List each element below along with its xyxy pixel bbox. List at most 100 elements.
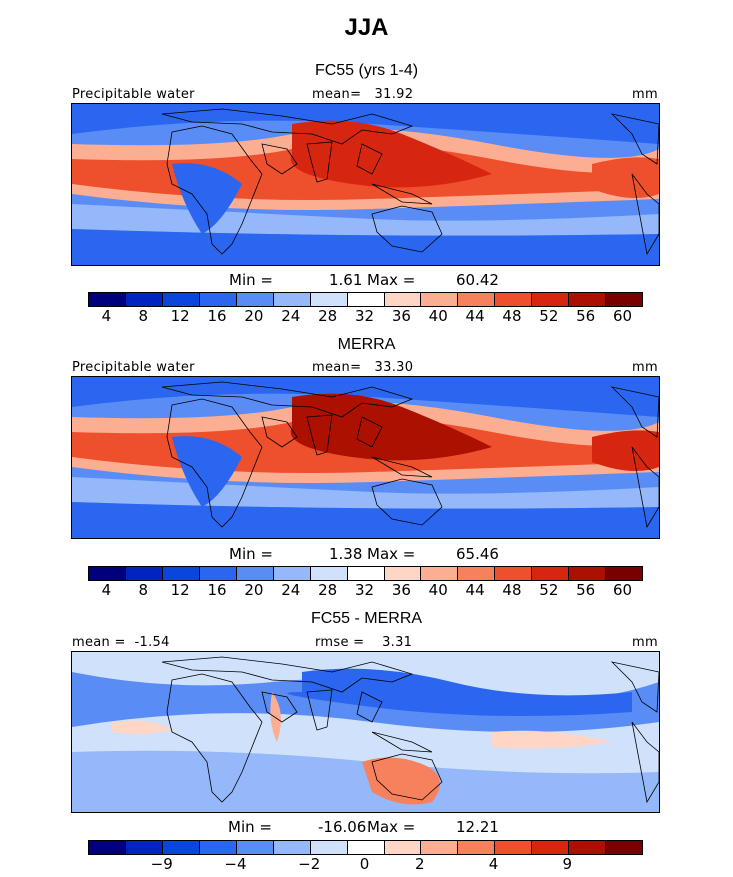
colorbar-tick-label: 32 [354, 581, 375, 599]
colorbar-tick-label: 40 [428, 307, 448, 325]
panel-1-max-value: 60.42 [456, 271, 499, 289]
colorbar-tick-label: 8 [138, 307, 149, 325]
panel-3-map [71, 651, 660, 813]
colorbar-swatch [273, 841, 311, 854]
colorbar-swatch [273, 567, 311, 580]
colorbar-swatch [199, 293, 237, 306]
colorbar-tick-label: 28 [318, 307, 338, 325]
colorbar-swatch [236, 567, 274, 580]
colorbar-swatch [310, 293, 348, 306]
colorbar-tick-label: 32 [354, 307, 375, 325]
colorbar-tick-label: 16 [207, 581, 227, 599]
colorbar-swatch [495, 567, 533, 580]
panel-3-max-label: Max = [367, 818, 416, 836]
colorbar-swatch [421, 293, 459, 306]
colorbar-swatch [495, 293, 533, 306]
colorbar-swatch [89, 293, 126, 306]
panel-2-mean-label: mean= 33.30 [312, 360, 414, 375]
colorbar-tick-label: 48 [502, 307, 522, 325]
panel-1-mean-label: mean= 31.92 [312, 87, 414, 102]
colorbar-tick-label: 8 [138, 581, 149, 599]
colorbar-swatch [421, 567, 459, 580]
panel-3-colorbar [88, 840, 643, 855]
colorbar-swatch [125, 567, 163, 580]
colorbar-tick-label: 24 [281, 581, 301, 599]
colorbar-swatch [236, 841, 274, 854]
colorbar-swatch [495, 841, 533, 854]
colorbar-tick-label: 12 [170, 307, 190, 325]
colorbar-swatch [569, 293, 607, 306]
panel-2-variable-label: Precipitable water [72, 360, 195, 375]
field-dry-africa [172, 436, 242, 507]
panel-3-colorbar-ticks: −9 −4 −2 0 2 4 9 [88, 855, 641, 875]
panel-1-units-label: mm [632, 87, 658, 102]
panel-2-min-label: Min = [229, 545, 273, 563]
field-north [72, 377, 659, 417]
panel-1-max-label: Max = [367, 271, 416, 289]
coastlines [161, 108, 659, 256]
colorbar-tick-label: 40 [428, 581, 448, 599]
colorbar-tick-label: 20 [244, 581, 264, 599]
colorbar-tick-label: 4 [101, 307, 112, 325]
colorbar-swatch [162, 567, 200, 580]
colorbar-tick-label: 2 [415, 855, 425, 873]
colorbar-tick-label: 52 [539, 581, 559, 599]
panel-2-colorbar [88, 566, 643, 581]
panel-3-title: FC55 - MERRA [310, 610, 423, 627]
colorbar-tick-label: −9 [150, 855, 173, 873]
colorbar-tick-label: 44 [465, 581, 485, 599]
colorbar-swatch [458, 841, 496, 854]
field-southern-ocean [72, 229, 659, 265]
panel-2-min-value: 1.38 [329, 545, 363, 563]
colorbar-tick-label: 0 [359, 855, 370, 873]
colorbar-swatch [347, 567, 385, 580]
colorbar-swatch [125, 293, 163, 306]
field-east-pacific [592, 157, 659, 198]
panel-3-min-label: Min = [228, 818, 272, 836]
field-north [72, 104, 659, 144]
colorbar-swatch [384, 293, 422, 306]
field-positive-arabian-sea [270, 692, 281, 742]
figure-title: JJA [344, 14, 389, 41]
panel-1-title: FC55 (yrs 1-4) [314, 62, 419, 79]
panel-2-units-label: mm [632, 360, 658, 375]
colorbar-swatch [125, 841, 163, 854]
panel-2-map-field [72, 377, 659, 538]
field-strong-negative [287, 668, 632, 716]
colorbar-tick-label: 60 [613, 307, 633, 325]
colorbar-swatch [569, 841, 607, 854]
colorbar-swatch [162, 293, 200, 306]
colorbar-swatch [89, 567, 126, 580]
colorbar-swatch [199, 841, 237, 854]
panel-3-map-field [72, 652, 659, 812]
field-southern-ocean [72, 502, 659, 538]
panel-2-title: MERRA [337, 336, 396, 353]
field-monsoon [290, 393, 492, 461]
colorbar-tick-label: 20 [244, 307, 264, 325]
colorbar-tick-label: 36 [391, 307, 411, 325]
panel-1-map-field [72, 104, 659, 265]
colorbar-tick-label: 52 [539, 307, 559, 325]
field-dry-africa [172, 163, 242, 234]
panel-3-max-value: 12.21 [456, 818, 499, 836]
colorbar-swatch [606, 567, 643, 580]
colorbar-swatch [384, 567, 422, 580]
coastlines [161, 656, 659, 804]
panel-3-mean-label: mean = -1.54 [72, 635, 170, 650]
panel-1-variable-label: Precipitable water [72, 87, 195, 102]
colorbar-swatch [569, 567, 607, 580]
colorbar-tick-label: 24 [281, 307, 301, 325]
colorbar-tick-label: 9 [562, 855, 573, 873]
colorbar-swatch [89, 841, 126, 854]
colorbar-swatch [310, 841, 348, 854]
colorbar-swatch [347, 841, 385, 854]
field-positive-australia [362, 757, 440, 805]
colorbar-swatch [199, 567, 237, 580]
colorbar-swatch [606, 293, 643, 306]
colorbar-swatch [421, 841, 459, 854]
panel-1-map [71, 103, 660, 266]
panel-1-colorbar-ticks: 4 8 12 16 20 24 28 32 36 40 44 48 52 56 60 [88, 307, 641, 327]
field-monsoon [290, 120, 492, 188]
colorbar-tick-label: 16 [207, 307, 227, 325]
panel-3-min-value: -16.06 [318, 818, 367, 836]
